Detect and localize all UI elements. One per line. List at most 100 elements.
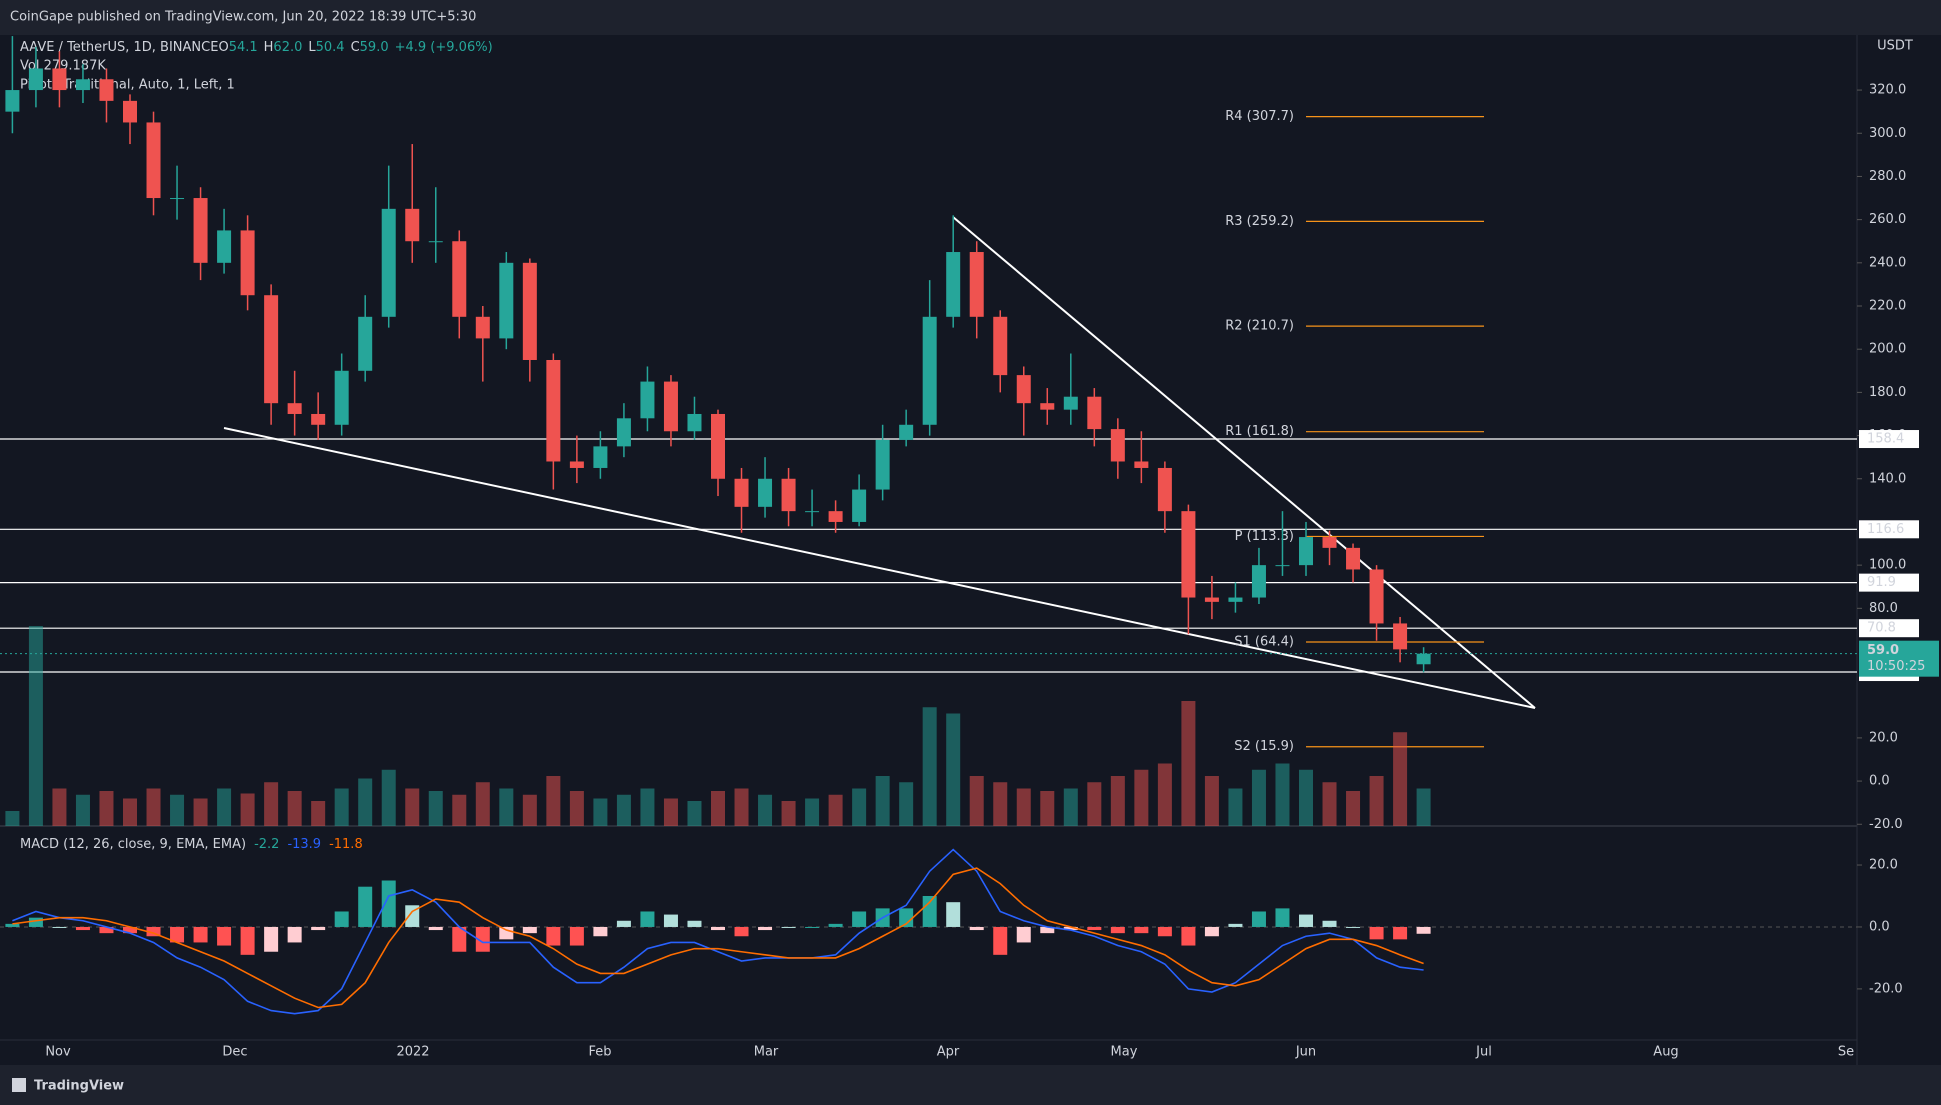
volume-bar bbox=[1134, 769, 1149, 826]
volume-bar bbox=[899, 782, 914, 826]
volume-bar bbox=[969, 776, 984, 826]
macd-histogram-bar bbox=[287, 926, 302, 943]
macd-histogram-bar bbox=[1016, 926, 1031, 943]
candle-body bbox=[1040, 403, 1055, 410]
macd-hist-value: -2.2 bbox=[254, 837, 279, 852]
level-label-box bbox=[1859, 619, 1919, 638]
volume-bar bbox=[569, 791, 584, 826]
macd-histogram-bar bbox=[969, 926, 984, 931]
upper-trend-line bbox=[952, 216, 1536, 709]
x-tick-label: 2022 bbox=[396, 1045, 429, 1060]
quote-key: H bbox=[264, 40, 274, 55]
macd-histogram-bar bbox=[1346, 926, 1361, 928]
volume-bar bbox=[217, 788, 232, 826]
volume-bars bbox=[5, 626, 1431, 826]
candle-body bbox=[193, 198, 208, 263]
y-tick-label: 280.0 bbox=[1869, 169, 1906, 184]
macd-histogram-bar bbox=[1299, 914, 1313, 927]
level-label-box bbox=[1859, 573, 1919, 592]
volume-bar bbox=[99, 791, 114, 826]
volume-bar bbox=[1181, 701, 1196, 826]
volume-bar bbox=[546, 776, 561, 826]
macd-histogram-bar bbox=[452, 926, 467, 952]
macd-histogram-bar bbox=[75, 926, 90, 931]
countdown: 10:50:25 bbox=[1867, 659, 1925, 674]
signal-line bbox=[12, 867, 1424, 1009]
macd-line bbox=[12, 848, 1424, 1015]
volume-bar bbox=[381, 769, 396, 826]
quote-value: 54.1 bbox=[229, 40, 258, 55]
macd-histogram-bar bbox=[240, 926, 255, 955]
volume-bar bbox=[334, 788, 349, 826]
volume-bar bbox=[1299, 769, 1313, 826]
pivot-label: R4 (307.7) bbox=[1225, 109, 1294, 124]
level-label: 158.4 bbox=[1867, 432, 1904, 447]
macd-histogram-bar bbox=[522, 926, 537, 934]
volume-bar bbox=[687, 801, 702, 826]
volume-bar bbox=[452, 794, 467, 826]
volume-bar bbox=[311, 801, 326, 826]
macd-histogram-bar bbox=[52, 926, 67, 928]
level-label-box bbox=[1859, 520, 1919, 539]
volume-bar bbox=[828, 794, 843, 826]
quote-key: O bbox=[218, 40, 228, 55]
level-label: 116.6 bbox=[1867, 522, 1904, 537]
volume-bar bbox=[193, 798, 208, 826]
volume-bar bbox=[170, 794, 185, 826]
x-tick-label: Jun bbox=[1295, 1045, 1316, 1060]
candle-body bbox=[452, 241, 467, 317]
currency-label: USDT bbox=[1877, 39, 1913, 54]
macd-histogram-bar bbox=[663, 914, 678, 927]
candle-body bbox=[734, 478, 749, 507]
volume-bar bbox=[1228, 788, 1243, 826]
volume-bar bbox=[1016, 788, 1031, 826]
macd-histogram-bar bbox=[734, 926, 749, 937]
macd-y-tick-label: -20.0 bbox=[1869, 981, 1903, 996]
macd-histogram-bar bbox=[475, 926, 490, 952]
macd-y-tick-label: 20.0 bbox=[1869, 858, 1898, 873]
macd-histogram-bar bbox=[381, 880, 396, 927]
y-tick-label: 320.0 bbox=[1869, 83, 1906, 98]
candle-body bbox=[593, 446, 608, 468]
volume-bar bbox=[711, 791, 725, 826]
volume-bar bbox=[922, 707, 937, 826]
volume-bar bbox=[499, 788, 514, 826]
x-tick-label: Nov bbox=[45, 1045, 71, 1060]
pivot-label: S1 (64.4) bbox=[1234, 635, 1294, 650]
candle-body bbox=[1110, 429, 1125, 462]
macd-histogram-bar bbox=[1110, 926, 1125, 934]
candle-body bbox=[52, 68, 67, 91]
x-tick-label: Apr bbox=[937, 1045, 960, 1060]
quote-value: 59.0 bbox=[360, 40, 389, 55]
candle-body bbox=[381, 208, 396, 317]
macd-title: MACD (12, 26, close, 9, EMA, EMA) bbox=[20, 837, 246, 852]
candle-body bbox=[875, 439, 890, 490]
volume-bar bbox=[475, 782, 490, 826]
x-tick-label: Mar bbox=[754, 1045, 779, 1060]
macd-histogram-bar bbox=[146, 926, 161, 937]
volume-bar bbox=[428, 791, 443, 826]
macd-histogram-bar bbox=[993, 926, 1008, 955]
macd-y-tick-label: 0.0 bbox=[1869, 919, 1890, 934]
x-tick-label: Se bbox=[1838, 1045, 1854, 1060]
macd-histogram-bar bbox=[1040, 926, 1055, 934]
pivot-label: R1 (161.8) bbox=[1225, 424, 1294, 439]
candle-body bbox=[1299, 537, 1313, 566]
macd-histogram-bar bbox=[405, 905, 420, 927]
candle-body bbox=[75, 79, 90, 91]
level-label: 91.9 bbox=[1867, 575, 1896, 590]
x-tick-label: May bbox=[1111, 1045, 1138, 1060]
candle-body bbox=[1393, 623, 1408, 650]
x-tick-label: Aug bbox=[1653, 1045, 1678, 1060]
candle-body bbox=[993, 316, 1008, 376]
candle-body bbox=[758, 478, 773, 507]
macd-histogram-bar bbox=[828, 923, 843, 927]
footer-bar bbox=[0, 1065, 1941, 1105]
level-label: 70.8 bbox=[1867, 621, 1896, 636]
candle-body bbox=[1416, 653, 1431, 665]
candle-body bbox=[616, 418, 631, 447]
candle-body bbox=[99, 79, 114, 101]
candle-body bbox=[522, 262, 537, 360]
candle-body bbox=[1204, 597, 1219, 602]
